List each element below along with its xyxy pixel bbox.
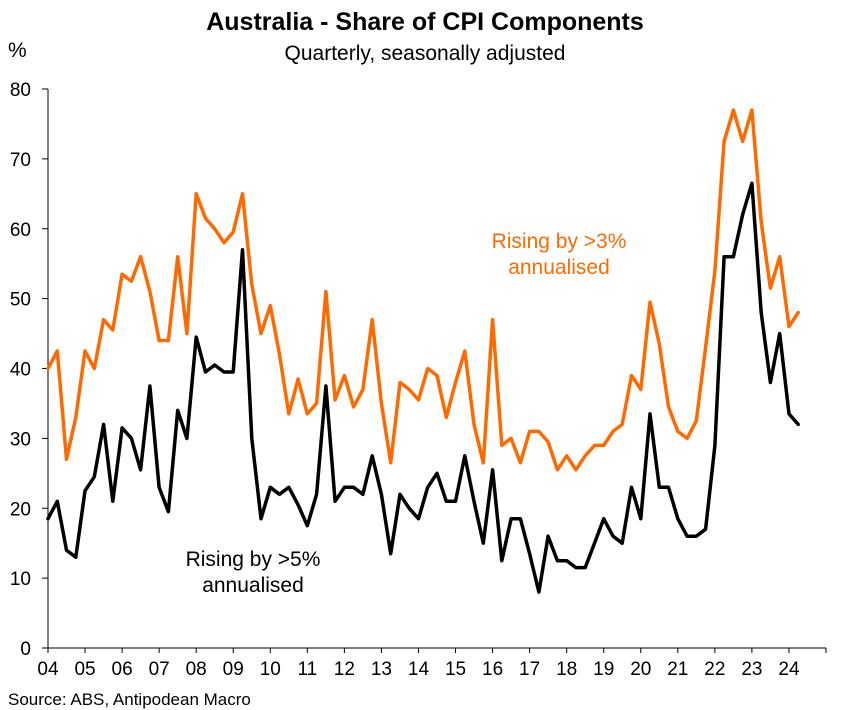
y-tick-label: 70 [10, 150, 31, 171]
x-tick-label: 20 [630, 659, 651, 680]
series-line-rising-3pct [46, 108, 800, 472]
series-annotation-3pct-line1: Rising by >3% [492, 230, 627, 253]
chart-title: Australia - Share of CPI Components [206, 8, 644, 36]
y-axis: 0 10 20 30 40 50 60 70 80 [10, 80, 49, 660]
x-tick-label: 09 [223, 659, 244, 680]
x-tick-label: 05 [74, 659, 95, 680]
x-tick-label: 08 [186, 659, 207, 680]
x-tick-label: 18 [556, 659, 577, 680]
y-axis-unit-label: % [8, 39, 27, 62]
x-tick-label: 16 [482, 659, 503, 680]
plot-area [46, 108, 800, 594]
x-tick-label: 06 [112, 659, 133, 680]
y-tick-label: 60 [10, 220, 31, 241]
x-tick-label: 10 [260, 659, 281, 680]
x-tick-label: 17 [519, 659, 540, 680]
y-tick-label: 30 [10, 429, 31, 450]
x-tick-label: 12 [334, 659, 355, 680]
series-annotation-5pct-line2: annualised [202, 574, 304, 597]
x-tick-label: 07 [149, 659, 170, 680]
x-tick-label: 19 [593, 659, 614, 680]
series-line-rising-5pct [46, 181, 800, 594]
x-axis: 04 05 06 07 08 09 10 11 12 13 14 15 16 17 18 19 20 21 22 23… [37, 647, 827, 680]
y-tick-label: 80 [10, 80, 31, 101]
y-tick-label: 20 [10, 499, 31, 520]
y-tick-label: 10 [10, 569, 31, 590]
chart-subtitle: Quarterly, seasonally adjusted [285, 42, 566, 65]
x-tick-label: 04 [37, 659, 59, 680]
x-tick-label: 21 [667, 659, 688, 680]
x-tick-label: 14 [408, 659, 430, 680]
y-tick-label: 0 [20, 639, 31, 660]
x-tick-label: 15 [445, 659, 466, 680]
x-tick-label: 24 [778, 659, 800, 680]
x-tick-label: 13 [371, 659, 392, 680]
y-tick-label: 50 [10, 290, 31, 311]
series-annotation-5pct-line1: Rising by >5% [186, 548, 321, 571]
x-tick-label: 11 [297, 659, 317, 680]
y-tick-label: 40 [10, 360, 31, 381]
source-note: Source: ABS, Antipodean Macro [8, 690, 251, 709]
x-tick-label: 22 [704, 659, 725, 680]
x-tick-label: 23 [741, 659, 762, 680]
series-annotation-3pct-line2: annualised [508, 256, 610, 279]
